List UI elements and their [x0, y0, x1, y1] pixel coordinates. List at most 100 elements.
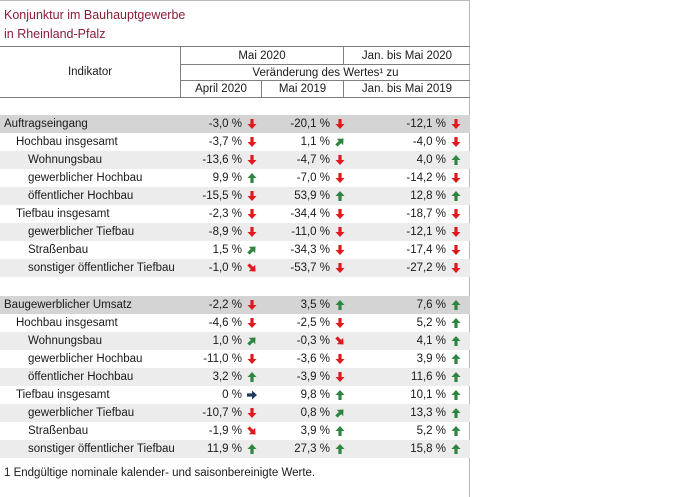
table-row: gewerblicher Hochbau 9,9 % -7,0 % -14,2 % [0, 169, 470, 187]
arrow-right-icon [247, 390, 257, 400]
period-main-header: Mai 2020 [238, 50, 286, 62]
arrow-down-icon [451, 245, 461, 255]
arrow-up-icon [451, 372, 461, 382]
arrow-up-right-icon [335, 409, 344, 418]
table-row: Hochbau insgesamt -4,6 % -2,5 % 5,2 % [0, 314, 470, 332]
value-cell: -10,7 % [202, 407, 242, 419]
arrow-down-icon [335, 209, 345, 219]
arrow-up-right-icon [247, 337, 256, 346]
value-cell: -12,1 % [406, 118, 446, 130]
value-cell: -1,0 % [208, 262, 242, 274]
value-cell: -11,0 % [291, 226, 330, 238]
value-cell: -20,1 % [290, 118, 330, 130]
value-cell: 4,1 % [416, 335, 446, 347]
col1-header: April 2020 [195, 83, 247, 95]
arrow-up-icon [451, 155, 461, 165]
value-cell: -27,2 % [406, 262, 446, 274]
row-label: gewerblicher Hochbau [28, 353, 143, 365]
value-cell: 1,0 % [212, 335, 242, 347]
arrow-up-icon [335, 426, 345, 436]
arrow-up-icon [451, 444, 461, 454]
value-cell: -7,0 % [296, 172, 330, 184]
table-row: Tiefbau insgesamt 0 % 9,8 % 10,1 % [0, 386, 470, 404]
value-cell: 11,9 % [207, 443, 242, 455]
table-row: öffentlicher Hochbau 3,2 % -3,9 % 11,6 % [0, 368, 470, 386]
value-cell: -0,3 % [296, 335, 330, 347]
arrow-up-right-icon [335, 138, 344, 147]
arrow-up-icon [451, 191, 461, 201]
arrow-down-right-icon [247, 263, 256, 272]
row-label: Wohnungsbau [28, 154, 102, 166]
arrow-down-icon [247, 318, 257, 328]
value-cell: -4,6 % [208, 317, 242, 329]
value-cell: 1,1 % [300, 136, 330, 148]
title-line-1: Konjunktur im Bauhauptgewerbe [4, 8, 186, 22]
table-row: gewerblicher Tiefbau -8,9 % -11,0 % -12,1 % [0, 223, 470, 241]
row-label: Straßenbau [28, 244, 89, 256]
arrow-down-icon [335, 354, 345, 364]
arrow-down-icon [335, 227, 345, 237]
row-label: gewerblicher Tiefbau [28, 226, 135, 238]
arrow-up-right-icon [247, 246, 256, 255]
value-cell: -2,3 % [208, 208, 242, 220]
value-cell: 1,5 % [212, 244, 242, 256]
table-row: Straßenbau 1,5 % -34,3 % -17,4 % [0, 241, 470, 259]
value-cell: -18,7 % [406, 208, 446, 220]
value-cell: -4,0 % [412, 136, 446, 148]
value-cell: -17,4 % [406, 244, 446, 256]
indicator-header: Indikator [67, 66, 113, 78]
col2-header: Mai 2019 [278, 83, 327, 95]
arrow-down-icon [247, 119, 257, 129]
value-cell: -3,9 % [296, 371, 330, 383]
value-cell: -34,3 % [290, 244, 330, 256]
arrow-down-right-icon [247, 426, 256, 435]
period-cum-header: Jan. bis Mai 2020 [361, 50, 453, 62]
arrow-down-icon [451, 119, 461, 129]
arrow-up-icon [451, 300, 461, 310]
col3-header: Jan. bis Mai 2019 [361, 83, 453, 95]
value-cell: -2,2 % [208, 299, 242, 311]
header-divider [180, 47, 181, 97]
header-divider [343, 47, 344, 64]
value-cell: -14,2 % [406, 172, 446, 184]
table-row: Tiefbau insgesamt -2,3 % -34,4 % -18,7 % [0, 205, 470, 223]
arrow-up-icon [247, 444, 257, 454]
arrow-down-icon [451, 137, 461, 147]
page-title: Konjunktur im Bauhauptgewerbe in Rheinla… [4, 6, 185, 44]
arrow-down-icon [335, 372, 345, 382]
value-cell: -13,6 % [202, 154, 242, 166]
arrow-down-icon [247, 155, 257, 165]
value-cell: -3,0 % [208, 118, 242, 130]
row-label: gewerblicher Hochbau [28, 172, 143, 184]
arrow-down-icon [451, 227, 461, 237]
value-cell: 3,9 % [416, 353, 446, 365]
arrow-up-icon [451, 318, 461, 328]
arrow-down-icon [335, 155, 345, 165]
arrow-up-icon [247, 173, 257, 183]
row-label: Tiefbau insgesamt [16, 389, 110, 401]
arrow-up-icon [451, 354, 461, 364]
table-frame [0, 0, 470, 497]
value-cell: 53,9 % [294, 190, 330, 202]
value-cell: 10,1 % [410, 389, 446, 401]
header-rule [181, 64, 470, 65]
row-label: Tiefbau insgesamt [16, 208, 110, 220]
table-row: öffentlicher Hochbau -15,5 % 53,9 % 12,8 % [0, 187, 470, 205]
arrow-down-icon [247, 137, 257, 147]
header-top-rule [0, 46, 470, 47]
row-label: Baugewerblicher Umsatz [4, 299, 132, 311]
arrow-up-icon [335, 191, 345, 201]
header-bottom-rule [0, 97, 470, 98]
value-cell: 13,3 % [410, 407, 446, 419]
value-cell: 3,2 % [212, 371, 242, 383]
arrow-down-right-icon [335, 336, 344, 345]
arrow-down-icon [451, 263, 461, 273]
arrow-down-icon [335, 119, 345, 129]
table-row: gewerblicher Tiefbau -10,7 % 0,8 % 13,3 % [0, 404, 470, 422]
arrow-down-icon [247, 191, 257, 201]
value-cell: 0 % [222, 389, 242, 401]
value-cell: 15,8 % [410, 443, 446, 455]
table-row: Straßenbau -1,9 % 3,9 % 5,2 % [0, 422, 470, 440]
value-cell: 0,8 % [300, 407, 330, 419]
change-header: Veränderung des Wertes¹ zu [252, 67, 399, 79]
